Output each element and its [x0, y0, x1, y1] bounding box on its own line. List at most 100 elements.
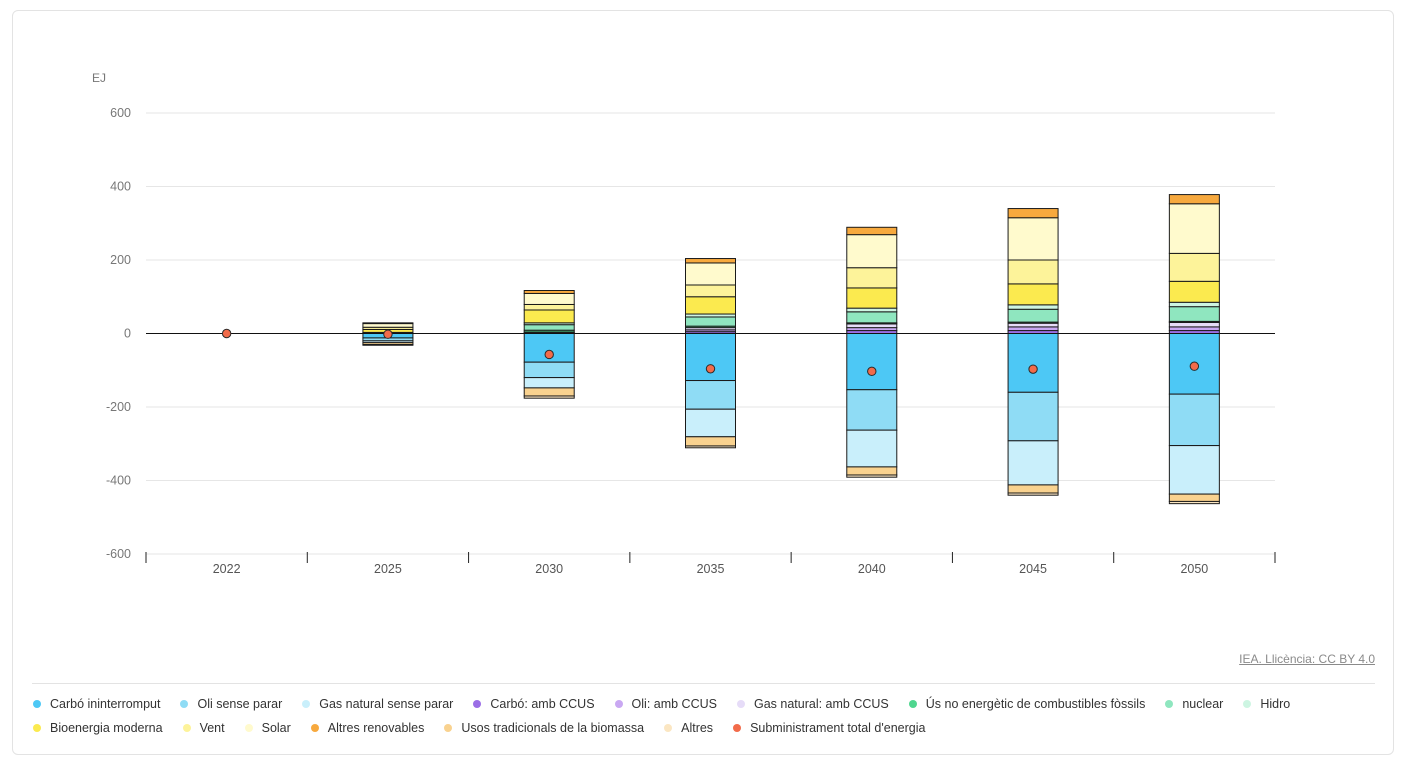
- legend-item[interactable]: Hidro: [1243, 697, 1290, 711]
- bar-segment: [685, 436, 736, 447]
- legend-swatch: [244, 724, 253, 732]
- legend-item[interactable]: Ús no energètic de combustibles fòssils: [908, 697, 1146, 711]
- bar-segment: [523, 303, 575, 311]
- bar-segment: [685, 316, 736, 327]
- legend-swatch: [908, 700, 917, 708]
- legend-swatch: [614, 700, 623, 708]
- legend-swatch: [664, 724, 673, 732]
- legend-swatch: [1165, 700, 1174, 708]
- total-supply-point: [1028, 364, 1038, 374]
- legend-item[interactable]: Altres renovables: [310, 721, 425, 735]
- legend-label: Altres renovables: [327, 721, 425, 735]
- bar-segment: [1007, 391, 1059, 442]
- bar-segment: [846, 474, 898, 478]
- legend-item[interactable]: Usos tradicionals de la biomassa: [444, 721, 644, 735]
- y-unit-label: EJ: [92, 71, 106, 85]
- bar-segment: [685, 380, 736, 410]
- total-supply-point: [705, 364, 716, 374]
- bar-segment: [523, 309, 575, 324]
- total-supply-point: [544, 349, 554, 360]
- bar-segment: [1168, 252, 1220, 282]
- legend-item[interactable]: Gas natural sense parar: [302, 697, 453, 711]
- legend-label: Ús no energètic de combustibles fòssils: [925, 697, 1146, 711]
- legend-item[interactable]: Altres: [664, 721, 713, 735]
- bar-segment: [1168, 326, 1220, 332]
- bar-segment: [1168, 445, 1220, 495]
- bar-segment: [685, 296, 736, 315]
- bar-segment: [1007, 208, 1059, 219]
- bar-segment: [685, 262, 736, 286]
- y-tick-label: 600: [110, 106, 131, 120]
- y-tick-label: -400: [106, 474, 131, 488]
- bar-segment: [523, 324, 575, 331]
- x-tick-label: 2025: [374, 562, 402, 576]
- bar-segment: [523, 395, 575, 399]
- bar-segment: [1168, 306, 1220, 322]
- bar-segment: [523, 292, 575, 305]
- legend-item[interactable]: nuclear: [1165, 697, 1223, 711]
- legend-label: Altres: [681, 721, 714, 735]
- bar-segment: [685, 333, 736, 382]
- bar-segment: [1168, 203, 1220, 254]
- legend-swatch: [33, 724, 41, 732]
- legend-swatch: [302, 700, 311, 708]
- legend-item[interactable]: Vent: [182, 721, 225, 735]
- total-supply-point: [383, 329, 393, 339]
- bar-segment: [1007, 259, 1059, 285]
- bar-segment: [685, 284, 736, 298]
- total-supply-point: [867, 366, 877, 377]
- total-supply-point: [221, 328, 232, 339]
- legend-label: Subministrament total d'energia: [750, 721, 926, 735]
- chart-legend: Carbó ininterromput Oli sense parar Gas na…: [33, 697, 1378, 735]
- y-tick-label: 0: [124, 327, 131, 341]
- legend-label: Gas natural: amb CCUS: [753, 697, 889, 711]
- legend-item[interactable]: Carbó: amb CCUS: [473, 697, 595, 711]
- bar-segment: [523, 387, 575, 397]
- x-tick-label: 2040: [858, 562, 886, 576]
- legend-label: nuclear: [1182, 697, 1224, 711]
- y-tick-label: 200: [110, 253, 131, 267]
- bar-segment: [685, 408, 736, 438]
- legend-label: Carbó ininterromput: [50, 697, 161, 711]
- bar-segment: [685, 258, 736, 264]
- bar-segment: [362, 323, 414, 328]
- bar-segment: [846, 311, 898, 324]
- legend-item[interactable]: Oli: amb CCUS: [614, 697, 717, 711]
- bar-segment: [846, 333, 898, 391]
- x-tick-label: 2035: [697, 562, 725, 576]
- legend-label: Bioenergia moderna: [50, 721, 163, 735]
- legend-item[interactable]: Bioenergia moderna: [33, 721, 163, 735]
- bar-segment: [1168, 280, 1220, 303]
- bar-segment: [1168, 493, 1220, 502]
- y-tick-label: -200: [106, 400, 131, 414]
- bar-segment: [1007, 283, 1059, 306]
- bar-segment: [523, 290, 575, 294]
- y-tick-label: 400: [110, 180, 131, 194]
- license-credit-link[interactable]: IEA. Llicència: CC BY 4.0: [1239, 652, 1375, 666]
- bar-segment: [1168, 194, 1220, 205]
- legend-item[interactable]: Subministrament total d'energia: [733, 721, 925, 735]
- bar-segment: [846, 429, 898, 468]
- legend-swatch: [473, 700, 482, 708]
- x-tick-label: 2050: [1180, 562, 1208, 576]
- bar-segment: [846, 389, 898, 431]
- legend-swatch: [310, 724, 319, 732]
- legend-swatch: [182, 724, 191, 732]
- bar-segment: [685, 445, 736, 449]
- bar-segment: [1007, 304, 1059, 310]
- bar-segment: [523, 361, 575, 379]
- legend-item[interactable]: Oli sense parar: [180, 697, 282, 711]
- legend-item[interactable]: Gas natural: amb CCUS: [736, 697, 889, 711]
- bar-segment: [1007, 308, 1059, 323]
- bar-segment: [846, 307, 898, 313]
- legend-item[interactable]: Solar: [244, 721, 291, 735]
- x-tick-label: 2030: [535, 562, 563, 576]
- legend-swatch: [733, 724, 742, 732]
- bar-segment: [846, 287, 898, 309]
- bar-segment: [1007, 440, 1059, 486]
- bar-segment: [1007, 333, 1059, 393]
- legend-swatch: [1243, 700, 1252, 708]
- legend-swatch: [180, 700, 189, 708]
- legend-item[interactable]: Carbó ininterromput: [33, 697, 160, 711]
